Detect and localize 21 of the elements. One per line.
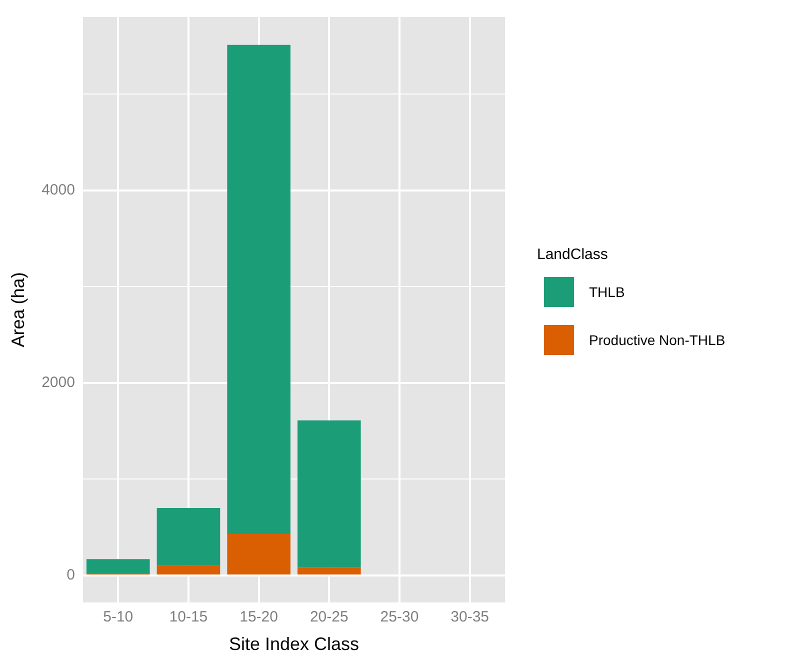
bar [227, 534, 290, 574]
y-tick-label: 0 [66, 566, 75, 584]
x-axis-title: Site Index Class [228, 634, 360, 654]
x-tick-label: 20-25 [310, 608, 348, 626]
y-axis-title: Area (ha) [8, 272, 28, 348]
legend-title: LandClass [537, 246, 609, 263]
bar [86, 559, 150, 574]
y-tick-label: 4000 [42, 181, 75, 198]
x-tick-label: 25-30 [380, 608, 419, 626]
legend-label: Productive Non-THLB [589, 332, 726, 348]
bar [156, 566, 220, 574]
x-tick-label: 30-35 [450, 608, 490, 626]
x-tick-label: 5-10 [103, 608, 134, 626]
bar [298, 420, 361, 568]
bar [156, 508, 220, 566]
x-tick-label: 15-20 [240, 608, 278, 626]
bar [298, 568, 361, 574]
bar [227, 44, 290, 534]
legend-label: THLB [589, 284, 625, 300]
x-tick-label: 10-15 [169, 608, 208, 626]
y-tick-label: 2000 [42, 374, 75, 392]
